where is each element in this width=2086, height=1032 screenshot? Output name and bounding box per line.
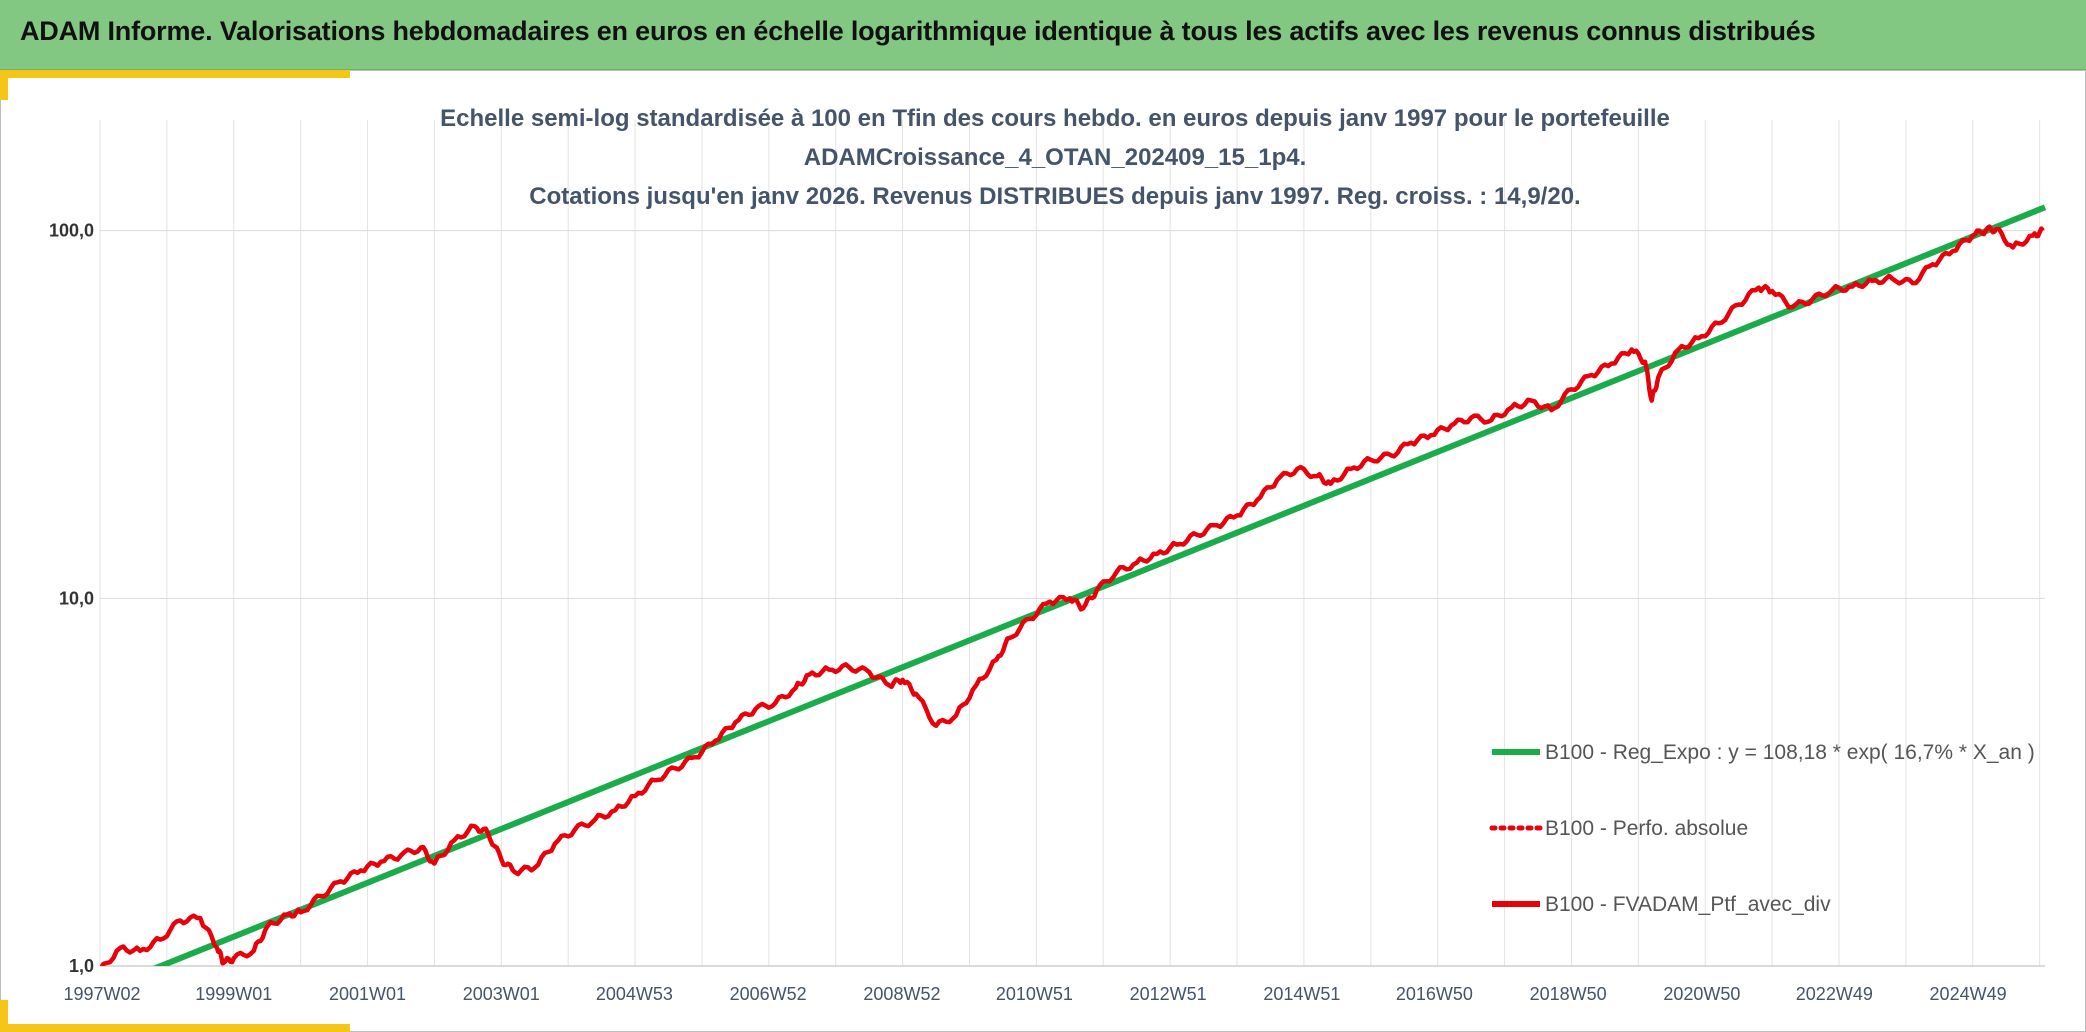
header-banner: ADAM Informe. Valorisations hebdomadaire… xyxy=(0,0,2086,70)
chart-title: Echelle semi-log standardisée à 100 en T… xyxy=(440,105,1670,210)
legend-label: B100 - FVADAM_Ptf_avec_div xyxy=(1545,893,1831,916)
x-tick-label: 2012W51 xyxy=(1130,984,1207,1004)
yellow-accent-top-bar xyxy=(0,70,350,78)
chart-title-line: Cotations jusqu'en janv 2026. Revenus DI… xyxy=(529,183,1580,210)
x-tick-label: 1997W02 xyxy=(63,984,140,1004)
x-tick-label: 2016W50 xyxy=(1396,984,1473,1004)
grid xyxy=(99,120,2045,967)
portfolio-line xyxy=(100,224,2045,966)
x-tick-label: 2004W53 xyxy=(596,984,673,1004)
x-tick-label: 2003W01 xyxy=(463,984,540,1004)
x-tick-label: 2006W52 xyxy=(730,984,807,1004)
chart-title-line: ADAMCroissance_4_OTAN_202409_15_1p4. xyxy=(804,144,1307,171)
x-tick-label: 2024W49 xyxy=(1930,984,2007,1004)
y-tick-label: 100,0 xyxy=(49,221,94,241)
legend-label: B100 - Reg_Expo : y = 108,18 * exp( 16,7… xyxy=(1545,741,2035,764)
x-tick-label: 2022W49 xyxy=(1796,984,1873,1004)
x-tick-label: 1999W01 xyxy=(195,984,272,1004)
x-tick-label: 2010W51 xyxy=(996,984,1073,1004)
x-tick-label: 2001W01 xyxy=(329,984,406,1004)
x-tick-label: 2014W51 xyxy=(1263,984,1340,1004)
legend: B100 - Reg_Expo : y = 108,18 * exp( 16,7… xyxy=(1489,741,2035,916)
series xyxy=(100,204,2047,966)
legend-label: B100 - Perfo. absolue xyxy=(1545,817,1748,840)
chart-title-line: Echelle semi-log standardisée à 100 en T… xyxy=(440,105,1670,132)
yellow-accent-bottom-left xyxy=(0,1000,8,1032)
yellow-accent-bottom-bar xyxy=(0,1024,350,1032)
yellow-accent-top-left xyxy=(0,70,8,100)
y-tick-label: 10,0 xyxy=(59,588,94,608)
x-axis: 1997W02 1999W01 2001W01 2003W01 2004W53 2006W… xyxy=(63,984,2006,1004)
x-tick-label: 2008W52 xyxy=(863,984,940,1004)
page-title: ADAM Informe. Valorisations hebdomadaire… xyxy=(20,16,1816,46)
x-tick-label: 2020W50 xyxy=(1663,984,1740,1004)
y-tick-label: 1,0 xyxy=(69,956,94,976)
y-axis: 1,0 10,0 100,0 xyxy=(49,221,94,976)
x-tick-label: 2018W50 xyxy=(1530,984,1607,1004)
